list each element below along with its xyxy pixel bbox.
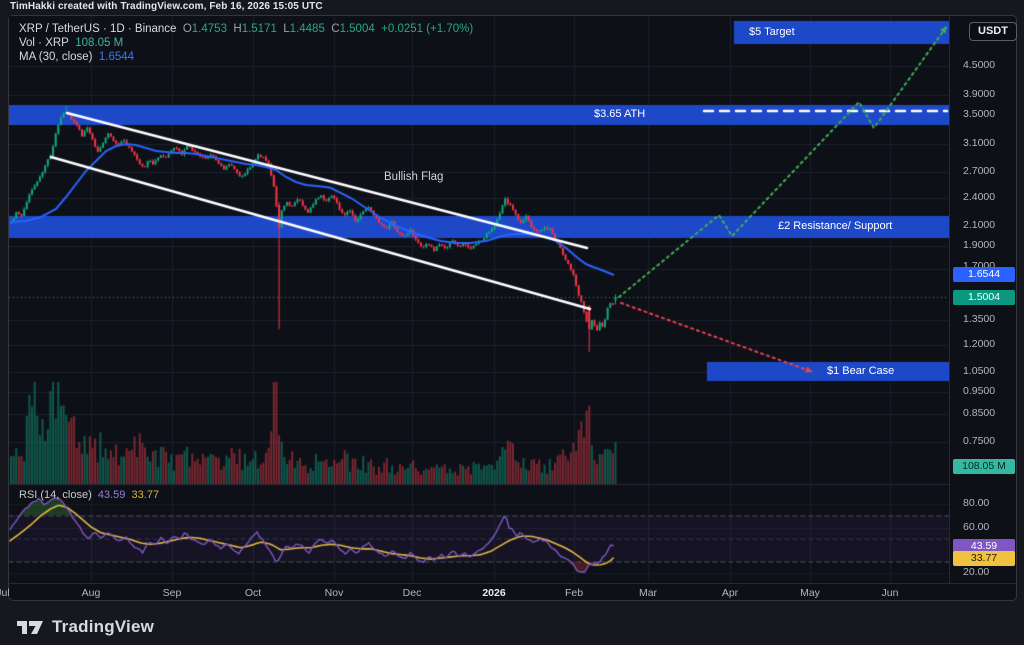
time-tick: 2026 xyxy=(482,587,506,599)
resistance-band-label[interactable]: £2 Resistance/ Support xyxy=(778,220,893,232)
price-tick: 1.9000 xyxy=(963,239,996,251)
price-tick: 0.7500 xyxy=(963,435,996,447)
bullish-flag-label[interactable]: Bullish Flag xyxy=(384,171,444,183)
tradingview-logo[interactable]: TradingView xyxy=(16,616,154,638)
rsi-ma-legend-value: 33.77 xyxy=(131,489,160,501)
volume-legend-value: 108.05 M xyxy=(75,37,124,49)
rsi-legend-label: RSI (14, close) xyxy=(19,489,92,501)
rsi-ma-badge: 33.77 xyxy=(953,551,1015,566)
time-tick: Mar xyxy=(638,587,658,599)
volume-badge: 108.05 M xyxy=(953,459,1015,474)
target-banner-label[interactable]: $5 Target xyxy=(749,26,795,38)
last-price-badge: 1.5004 xyxy=(953,290,1015,305)
price-axis[interactable]: 4.5000 3.9000 3.5000 3.1000 2.7000 2.4000 2.10… xyxy=(949,16,1017,583)
time-tick: Sep xyxy=(162,587,182,599)
price-tick: 1.3500 xyxy=(963,313,996,325)
volume-legend-label[interactable]: Vol · XRP xyxy=(19,37,69,49)
ohlc-low-label: L xyxy=(283,23,290,35)
chart-panel: XRP / TetherUS · 1D · Binance O1.4753 H1… xyxy=(0,15,1017,601)
ath-band-label[interactable]: $3.65 ATH xyxy=(594,108,646,120)
rsi-legend[interactable]: RSI (14, close) 43.59 33.77 xyxy=(19,489,159,501)
price-tick: 2.1000 xyxy=(963,219,996,231)
time-tick: Dec xyxy=(402,587,422,599)
price-tick: 20.00 xyxy=(963,566,990,578)
ohlc-high: 1.5171 xyxy=(241,23,277,35)
ohlc-open: 1.4753 xyxy=(191,23,227,35)
price-tick: 4.5000 xyxy=(963,59,996,71)
currency-toggle-button[interactable]: USDT xyxy=(969,22,1017,41)
time-tick: May xyxy=(800,587,820,599)
price-tick: 2.7000 xyxy=(963,165,996,177)
time-tick: Jul xyxy=(0,587,10,599)
bear-banner-label[interactable]: $1 Bear Case xyxy=(827,365,895,377)
chart-legend: XRP / TetherUS · 1D · Binance O1.4753 H1… xyxy=(19,22,473,64)
ma-legend-label[interactable]: MA (30, close) xyxy=(19,51,93,63)
tradingview-wordmark: TradingView xyxy=(52,616,155,636)
time-tick: Oct xyxy=(244,587,262,599)
time-tick: Feb xyxy=(564,587,584,599)
rsi-value-badge: 43.59 xyxy=(953,539,1015,554)
ma-value-badge: 1.6544 xyxy=(953,267,1015,282)
rsi-legend-value: 43.59 xyxy=(97,489,126,501)
price-chart-canvas[interactable] xyxy=(9,16,949,583)
price-tick: 80.00 xyxy=(963,497,990,509)
ma-legend-value: 1.6544 xyxy=(98,51,135,63)
ohlc-low: 1.4485 xyxy=(289,23,325,35)
price-tick: 1.0500 xyxy=(963,365,996,377)
time-tick: Jun xyxy=(881,587,899,599)
time-tick: Aug xyxy=(81,587,101,599)
price-tick: 0.8500 xyxy=(963,407,996,419)
symbol-title[interactable]: XRP / TetherUS · 1D · Binance xyxy=(19,23,177,35)
time-tick: Apr xyxy=(721,587,739,599)
price-tick: 3.1000 xyxy=(963,137,996,149)
tradingview-logo-icon xyxy=(17,620,43,634)
ohlc-change: +0.0251 (+1.70%) xyxy=(381,23,474,35)
ohlc-open-label: O xyxy=(182,23,192,35)
price-tick: 60.00 xyxy=(963,521,990,533)
ohlc-high-label: H xyxy=(233,23,242,35)
price-tick: 3.5000 xyxy=(963,108,996,120)
ohlc-close-label: C xyxy=(331,23,340,35)
time-tick: Nov xyxy=(324,587,344,599)
footer-bar: TradingView xyxy=(0,608,1024,645)
price-tick: 0.9500 xyxy=(963,385,996,397)
attribution-text: TimHakki created with TradingView.com, F… xyxy=(10,1,323,12)
time-axis[interactable]: Jul Aug Sep Oct Nov Dec 2026 Feb Mar Apr May Jun xyxy=(0,583,1016,601)
price-tick: 1.2000 xyxy=(963,338,996,350)
price-tick: 2.4000 xyxy=(963,191,996,203)
ohlc-close: 1.5004 xyxy=(339,23,375,35)
price-tick: 3.9000 xyxy=(963,88,996,100)
